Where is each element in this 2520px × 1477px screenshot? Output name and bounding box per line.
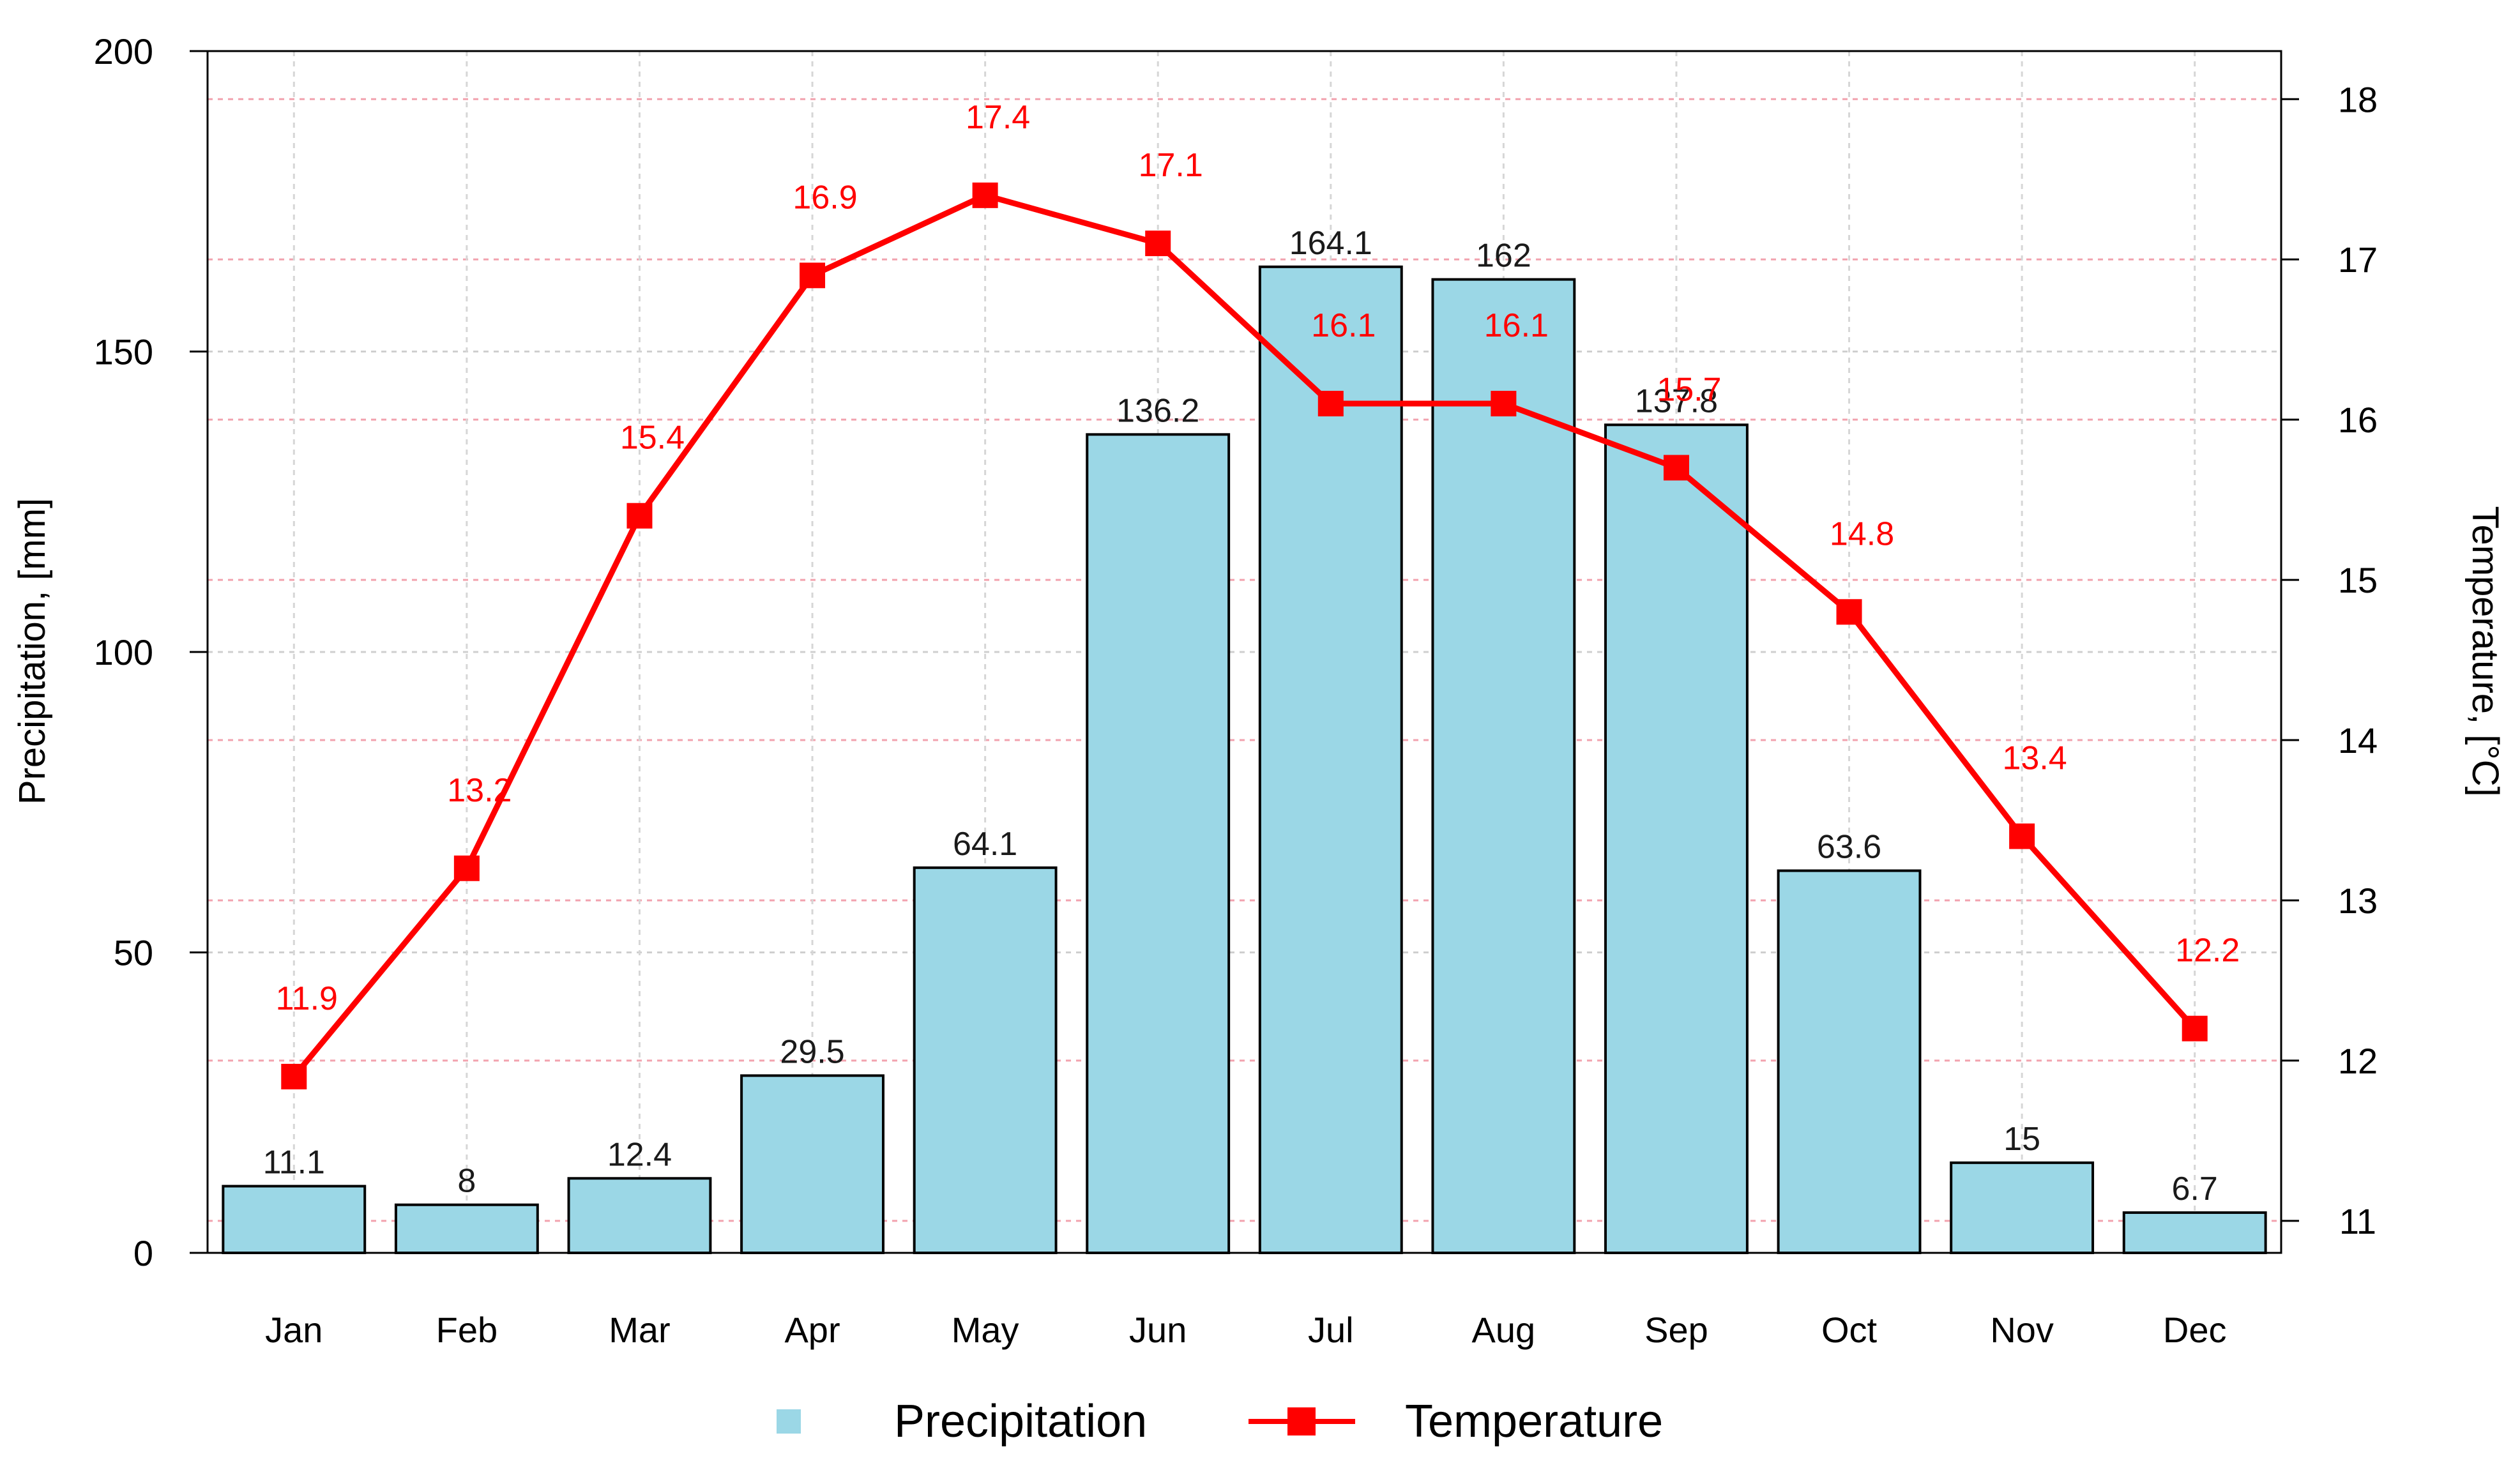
bar-aug xyxy=(1431,278,1576,1255)
bar-jul xyxy=(1258,265,1403,1255)
temperature-value-label: 16.1 xyxy=(1311,307,1376,344)
temperature-marker-feb xyxy=(453,855,480,881)
x-tick-label: Mar xyxy=(609,1310,670,1350)
bar-value-label: 162 xyxy=(1476,238,1531,275)
bar-feb xyxy=(394,1203,539,1254)
bar-value-label: 11.1 xyxy=(263,1144,325,1181)
temperature-value-label: 14.8 xyxy=(1830,515,1894,552)
right-tick-label: 16 xyxy=(2338,400,2378,440)
temperature-value-label: 16.1 xyxy=(1484,307,1549,344)
bar-may xyxy=(913,866,1058,1254)
right-tick-label: 17 xyxy=(2338,239,2378,280)
left-tick-label: 200 xyxy=(94,31,153,72)
bar-value-label: 63.6 xyxy=(1817,829,1881,866)
x-tick-label: Jul xyxy=(1308,1310,1354,1350)
legend-precipitation-label: Precipitation xyxy=(894,1396,1147,1447)
x-tick-label: Feb xyxy=(436,1310,498,1350)
left-tick-label: 100 xyxy=(94,632,153,672)
bar-dec xyxy=(2122,1211,2267,1255)
right-axis-title: Temperature, [°C] xyxy=(2464,506,2506,796)
x-tick-label: Sep xyxy=(1644,1310,1708,1350)
bar-value-label: 136.2 xyxy=(1116,392,1199,429)
grid-lines xyxy=(208,50,2281,1254)
x-tick-label: Dec xyxy=(2163,1310,2227,1350)
data-labels: 11.1 8 12.4 29.5 64.1 136.2 164.1 162 137.8 63.6 1… xyxy=(263,99,2240,1208)
temperature-value-label: 13.4 xyxy=(2003,740,2067,777)
temperature-value-label: 12.2 xyxy=(2175,932,2240,969)
right-tick-label: 15 xyxy=(2338,560,2378,600)
temperature-marker-jan xyxy=(281,1063,307,1089)
temperature-value-label: 11.9 xyxy=(276,980,338,1017)
bar-nov xyxy=(1950,1161,2095,1254)
temperature-value-label: 13.2 xyxy=(447,772,512,809)
bar-value-label: 29.5 xyxy=(780,1033,844,1070)
left-axis-title: Precipitation, [mm] xyxy=(11,498,53,805)
temperature-value-label: 17.4 xyxy=(966,99,1030,136)
right-tick-label: 12 xyxy=(2338,1041,2378,1081)
right-tick-label: 14 xyxy=(2338,720,2378,761)
bar-value-label: 137.8 xyxy=(1635,383,1718,420)
temperature-marker-mar xyxy=(626,503,653,529)
bar-value-label: 15 xyxy=(2003,1121,2040,1158)
temperature-marker-aug xyxy=(1491,391,1517,417)
bar-oct xyxy=(1777,869,1922,1255)
bar-mar xyxy=(567,1177,712,1255)
x-tick-label: May xyxy=(952,1310,1019,1350)
bar-dotted-dividers xyxy=(1055,266,1921,1253)
temperature-value-label: 15.4 xyxy=(620,420,685,457)
legend: Precipitation Temperature xyxy=(777,1396,1663,1447)
x-tick-label: Jun xyxy=(1129,1310,1187,1350)
left-tick-label: 150 xyxy=(94,332,153,372)
temperature-marker-jul xyxy=(1317,391,1344,417)
right-tick-label: 13 xyxy=(2338,881,2378,921)
temperature-marker-may xyxy=(972,182,998,208)
left-axis: 0 50 100 150 200 xyxy=(94,31,208,1273)
bar-value-label: 8 xyxy=(457,1163,476,1200)
precipitation-bars xyxy=(222,265,2267,1255)
x-tick-label: Aug xyxy=(1472,1310,1536,1350)
bar-apr xyxy=(740,1074,884,1255)
temperature-value-label: 17.1 xyxy=(1139,147,1203,184)
bar-value-label: 12.4 xyxy=(607,1136,672,1173)
temperature-marker-apr xyxy=(800,262,826,289)
legend-temperature-label: Temperature xyxy=(1405,1396,1663,1447)
legend-precipitation-swatch xyxy=(777,1409,801,1434)
bar-value-label: 6.7 xyxy=(2172,1170,2218,1208)
left-tick-label: 0 xyxy=(133,1233,153,1273)
x-tick-label: Oct xyxy=(1821,1310,1878,1350)
bar-value-label: 164.1 xyxy=(1289,225,1372,262)
x-tick-label: Apr xyxy=(784,1310,840,1350)
bar-value-label: 64.1 xyxy=(953,826,1017,863)
temperature-marker-dec xyxy=(2182,1015,2208,1041)
temperature-series-line xyxy=(291,192,2197,1079)
temperature-marker-jun xyxy=(1145,231,1171,257)
x-tick-label: Nov xyxy=(1990,1310,2054,1350)
right-tick-label: 18 xyxy=(2338,79,2378,119)
temperature-value-label: 15.7 xyxy=(1657,371,1721,408)
bar-sep xyxy=(1604,423,1749,1254)
left-tick-label: 50 xyxy=(114,933,153,973)
temperature-line xyxy=(281,182,2208,1089)
temperature-marker-nov xyxy=(2009,823,2035,849)
x-axis: Jan Feb Mar Apr May Jun Jul Aug Sep Oct Nov Dec xyxy=(265,1310,2226,1350)
temperature-marker-oct xyxy=(1836,599,1862,625)
x-tick-label: Jan xyxy=(265,1310,323,1350)
temperature-marker-sep xyxy=(1663,455,1689,481)
legend-temperature-marker xyxy=(1287,1407,1316,1435)
temperature-value-label: 16.9 xyxy=(793,179,857,216)
bar-jun xyxy=(1086,433,1231,1254)
right-axis: 11 12 13 14 15 16 17 18 xyxy=(2281,79,2378,1241)
bar-jan xyxy=(222,1185,367,1254)
right-tick-label: 11 xyxy=(2339,1201,2376,1241)
